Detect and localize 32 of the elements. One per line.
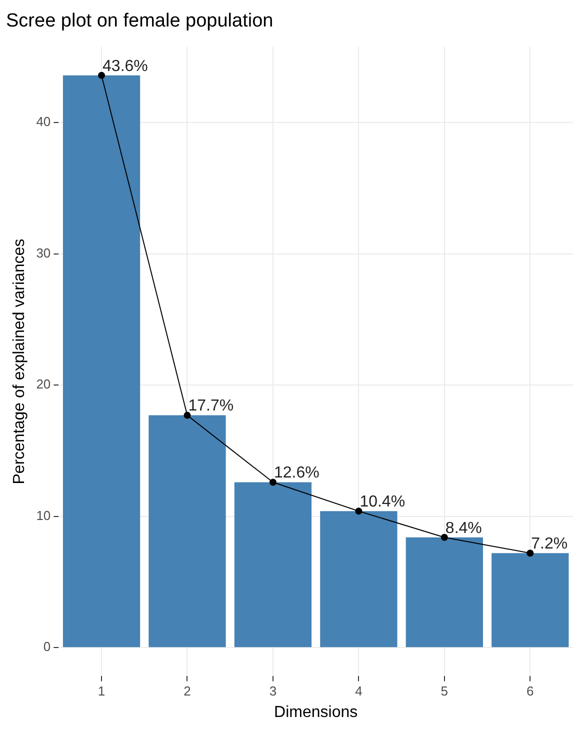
bar [492, 553, 569, 648]
y-tick-label: 30 [36, 245, 51, 260]
point [526, 550, 534, 557]
data-label: 43.6% [102, 58, 148, 75]
x-tick-label: 2 [184, 684, 191, 699]
point [269, 478, 276, 486]
point [355, 508, 362, 515]
bar [320, 511, 398, 648]
bar [406, 537, 483, 648]
point [98, 72, 106, 79]
data-label: 7.2% [531, 536, 568, 553]
bar [62, 75, 140, 648]
chart-title: Scree plot on female population [6, 10, 274, 32]
x-axis-title: Dimensions [274, 704, 358, 721]
x-tick-label: 3 [269, 684, 277, 699]
x-tick-label: 4 [355, 684, 362, 699]
y-axis-title: Percentage of explained variances [11, 238, 28, 484]
x-tick-label: 6 [526, 684, 534, 699]
data-label: 17.7% [188, 398, 234, 415]
data-label: 10.4% [360, 494, 406, 511]
y-tick-label: 0 [43, 639, 51, 654]
point [440, 534, 448, 541]
data-label: 12.6% [274, 464, 320, 482]
bar [148, 415, 226, 648]
bar [234, 482, 312, 648]
y-tick-label: 10 [36, 508, 51, 523]
x-tick-label: 1 [98, 684, 106, 699]
point [184, 412, 191, 419]
y-tick-label: 20 [36, 376, 51, 392]
y-tick-label: 40 [36, 114, 51, 130]
x-tick-label: 5 [440, 684, 448, 699]
data-label: 8.4% [445, 520, 482, 537]
